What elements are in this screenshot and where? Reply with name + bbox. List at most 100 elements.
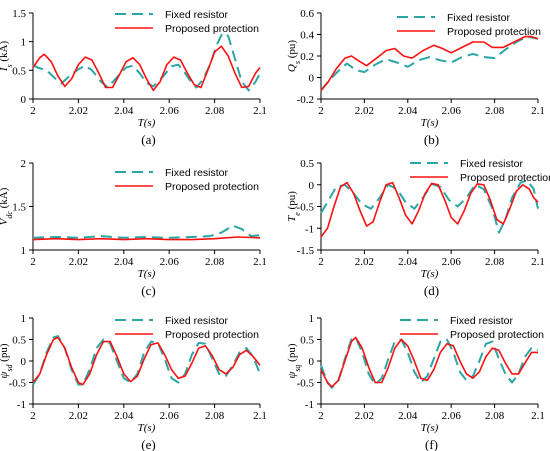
series-proposed-protection-line (32, 336, 261, 386)
panel-label: (d) (424, 283, 439, 298)
x-tick-label: 2.06 (442, 410, 462, 422)
legend-label-proposed: Proposed protection (450, 329, 544, 341)
y-tick-label: 1.5 (12, 8, 26, 20)
x-tick-label: 2.08 (205, 105, 225, 117)
y-tick-label: -0.2 (297, 94, 314, 106)
y-tick-label: -0.5 (297, 378, 315, 390)
y-axis-label: Vdc (kA) (0, 187, 14, 225)
y-tick-label: 1 (21, 37, 27, 49)
y-tick-label: -0.5 (9, 378, 27, 390)
legend: Fixed resistor Proposed protection (410, 158, 550, 184)
series-proposed-protection-line (32, 236, 261, 241)
series-fixed-resistor-line (32, 335, 261, 386)
chart-panel-a: 2 2.02 2.04 2.06 2.08 2.1 0 0.5 1 1.5 T(s) Is (kA) F… (0, 8, 267, 147)
y-axis-label: ψsd (pu) (0, 343, 14, 378)
x-tick-label: 2.02 (355, 105, 374, 117)
x-tick-label: 2 (30, 105, 36, 117)
series-fixed-resistor-line (320, 336, 539, 389)
series-fixed-resistor-line (32, 32, 261, 92)
x-axis-label: T(s) (138, 268, 156, 280)
legend-label-fixed: Fixed resistor (460, 158, 524, 170)
y-tick-label: -1 (17, 399, 26, 411)
y-tick-label: 0.4 (300, 30, 314, 42)
x-tick-label: 2.02 (69, 410, 88, 422)
y-tick-label: 0.2 (300, 51, 314, 63)
legend-label-proposed: Proposed protection (165, 23, 259, 35)
series-proposed-protection-line (320, 181, 539, 238)
x-tick-label: 2.06 (160, 410, 180, 422)
series-proposed-protection-line (320, 336, 538, 388)
series-fixed-resistor-line (320, 179, 539, 234)
x-axis-label: T(s) (138, 117, 156, 129)
legend-label-fixed: Fixed resistor (165, 167, 229, 179)
x-tick-label: 2.08 (205, 256, 225, 268)
x-tick-label: 2.1 (531, 256, 545, 268)
panel-label: (a) (141, 132, 155, 147)
legend-label-proposed: Proposed protection (447, 26, 541, 38)
x-tick-label: 2.02 (355, 256, 374, 268)
legend: Fixed resistor Proposed protection (115, 167, 259, 193)
y-axis-label: Te (pu) (286, 191, 302, 222)
panel-label: (e) (141, 437, 155, 451)
x-tick-label: 2.1 (531, 105, 545, 117)
x-axis-label: T(s) (421, 422, 439, 434)
y-tick-label: 0.5 (12, 335, 26, 347)
legend-label-fixed: Fixed resistor (450, 315, 514, 327)
y-tick-label: 1 (309, 313, 315, 325)
x-tick-label: 2.1 (253, 105, 267, 117)
x-tick-label: 2.1 (531, 410, 545, 422)
y-tick-label: 1.5 (12, 202, 26, 214)
chart-panel-f: 2 2.02 2.04 2.06 2.08 2.1 -1 -0.5 0 0.5 1 T(s) ψsq (… (286, 313, 545, 451)
legend-label-fixed: Fixed resistor (165, 9, 229, 21)
y-tick-label: 0.5 (300, 158, 314, 170)
y-tick-label: 1 (21, 313, 27, 325)
y-tick-label: 0.5 (12, 65, 26, 77)
y-tick-label: 0 (21, 356, 27, 368)
y-tick-label: 0.6 (300, 8, 314, 20)
x-tick-label: 2 (318, 256, 324, 268)
x-axis-label: T(s) (421, 268, 439, 280)
y-tick-label: 1 (21, 245, 27, 257)
y-tick-label: -1 (305, 399, 314, 411)
x-tick-label: 2.06 (160, 256, 180, 268)
y-tick-label: 0.5 (300, 335, 314, 347)
y-tick-label: 0 (309, 73, 315, 85)
x-tick-label: 2.08 (485, 105, 505, 117)
x-tick-label: 2.08 (205, 410, 225, 422)
legend-label-proposed: Proposed protection (165, 181, 259, 193)
series-proposed-protection-line (32, 45, 261, 92)
x-tick-label: 2 (30, 256, 36, 268)
x-tick-label: 2.04 (398, 256, 418, 268)
legend: Fixed resistor Proposed protection (115, 9, 259, 35)
x-tick-label: 2 (30, 410, 36, 422)
y-tick-label: 0 (309, 180, 315, 192)
panel-label: (c) (141, 283, 155, 298)
legend-label-proposed: Proposed protection (165, 329, 259, 341)
x-axis-label: T(s) (421, 117, 439, 129)
series-fixed-resistor-line (32, 224, 261, 239)
chart-panel-d: 2 2.02 2.04 2.06 2.08 2.1 -1.5 -1 -0.5 0 0.5 T(s) Te… (286, 158, 550, 298)
x-tick-label: 2.04 (114, 410, 134, 422)
y-tick-label: 0 (21, 94, 27, 106)
y-axis-label: ψsq (pu) (286, 343, 302, 378)
x-tick-label: 2.04 (114, 256, 134, 268)
x-tick-label: 2.04 (398, 105, 418, 117)
chart-panel-e: 2 2.02 2.04 2.06 2.08 2.1 -1 -0.5 0 0.5 1 T(s) ψsd (… (0, 313, 267, 451)
series-proposed-protection-line (320, 35, 539, 91)
legend-label-proposed: Proposed protection (460, 172, 550, 184)
legend-label-fixed: Fixed resistor (447, 12, 511, 24)
panel-label: (b) (424, 132, 439, 147)
x-tick-label: 2.02 (69, 105, 88, 117)
legend: Fixed resistor Proposed protection (115, 315, 259, 341)
x-tick-label: 2.06 (160, 105, 180, 117)
y-axis-label: Is (kA) (0, 41, 14, 73)
y-tick-label: -1 (305, 223, 314, 235)
x-tick-label: 2 (318, 105, 324, 117)
chart-panel-b: 2 2.02 2.04 2.06 2.08 2.1 -0.2 0 0.2 0.4 0.6 T(s) Qs… (286, 8, 545, 147)
x-tick-label: 2.08 (485, 256, 505, 268)
panel-label: (f) (425, 437, 438, 451)
y-tick-label: 0 (309, 356, 315, 368)
x-tick-label: 2.08 (485, 410, 505, 422)
x-tick-label: 2.06 (442, 256, 462, 268)
